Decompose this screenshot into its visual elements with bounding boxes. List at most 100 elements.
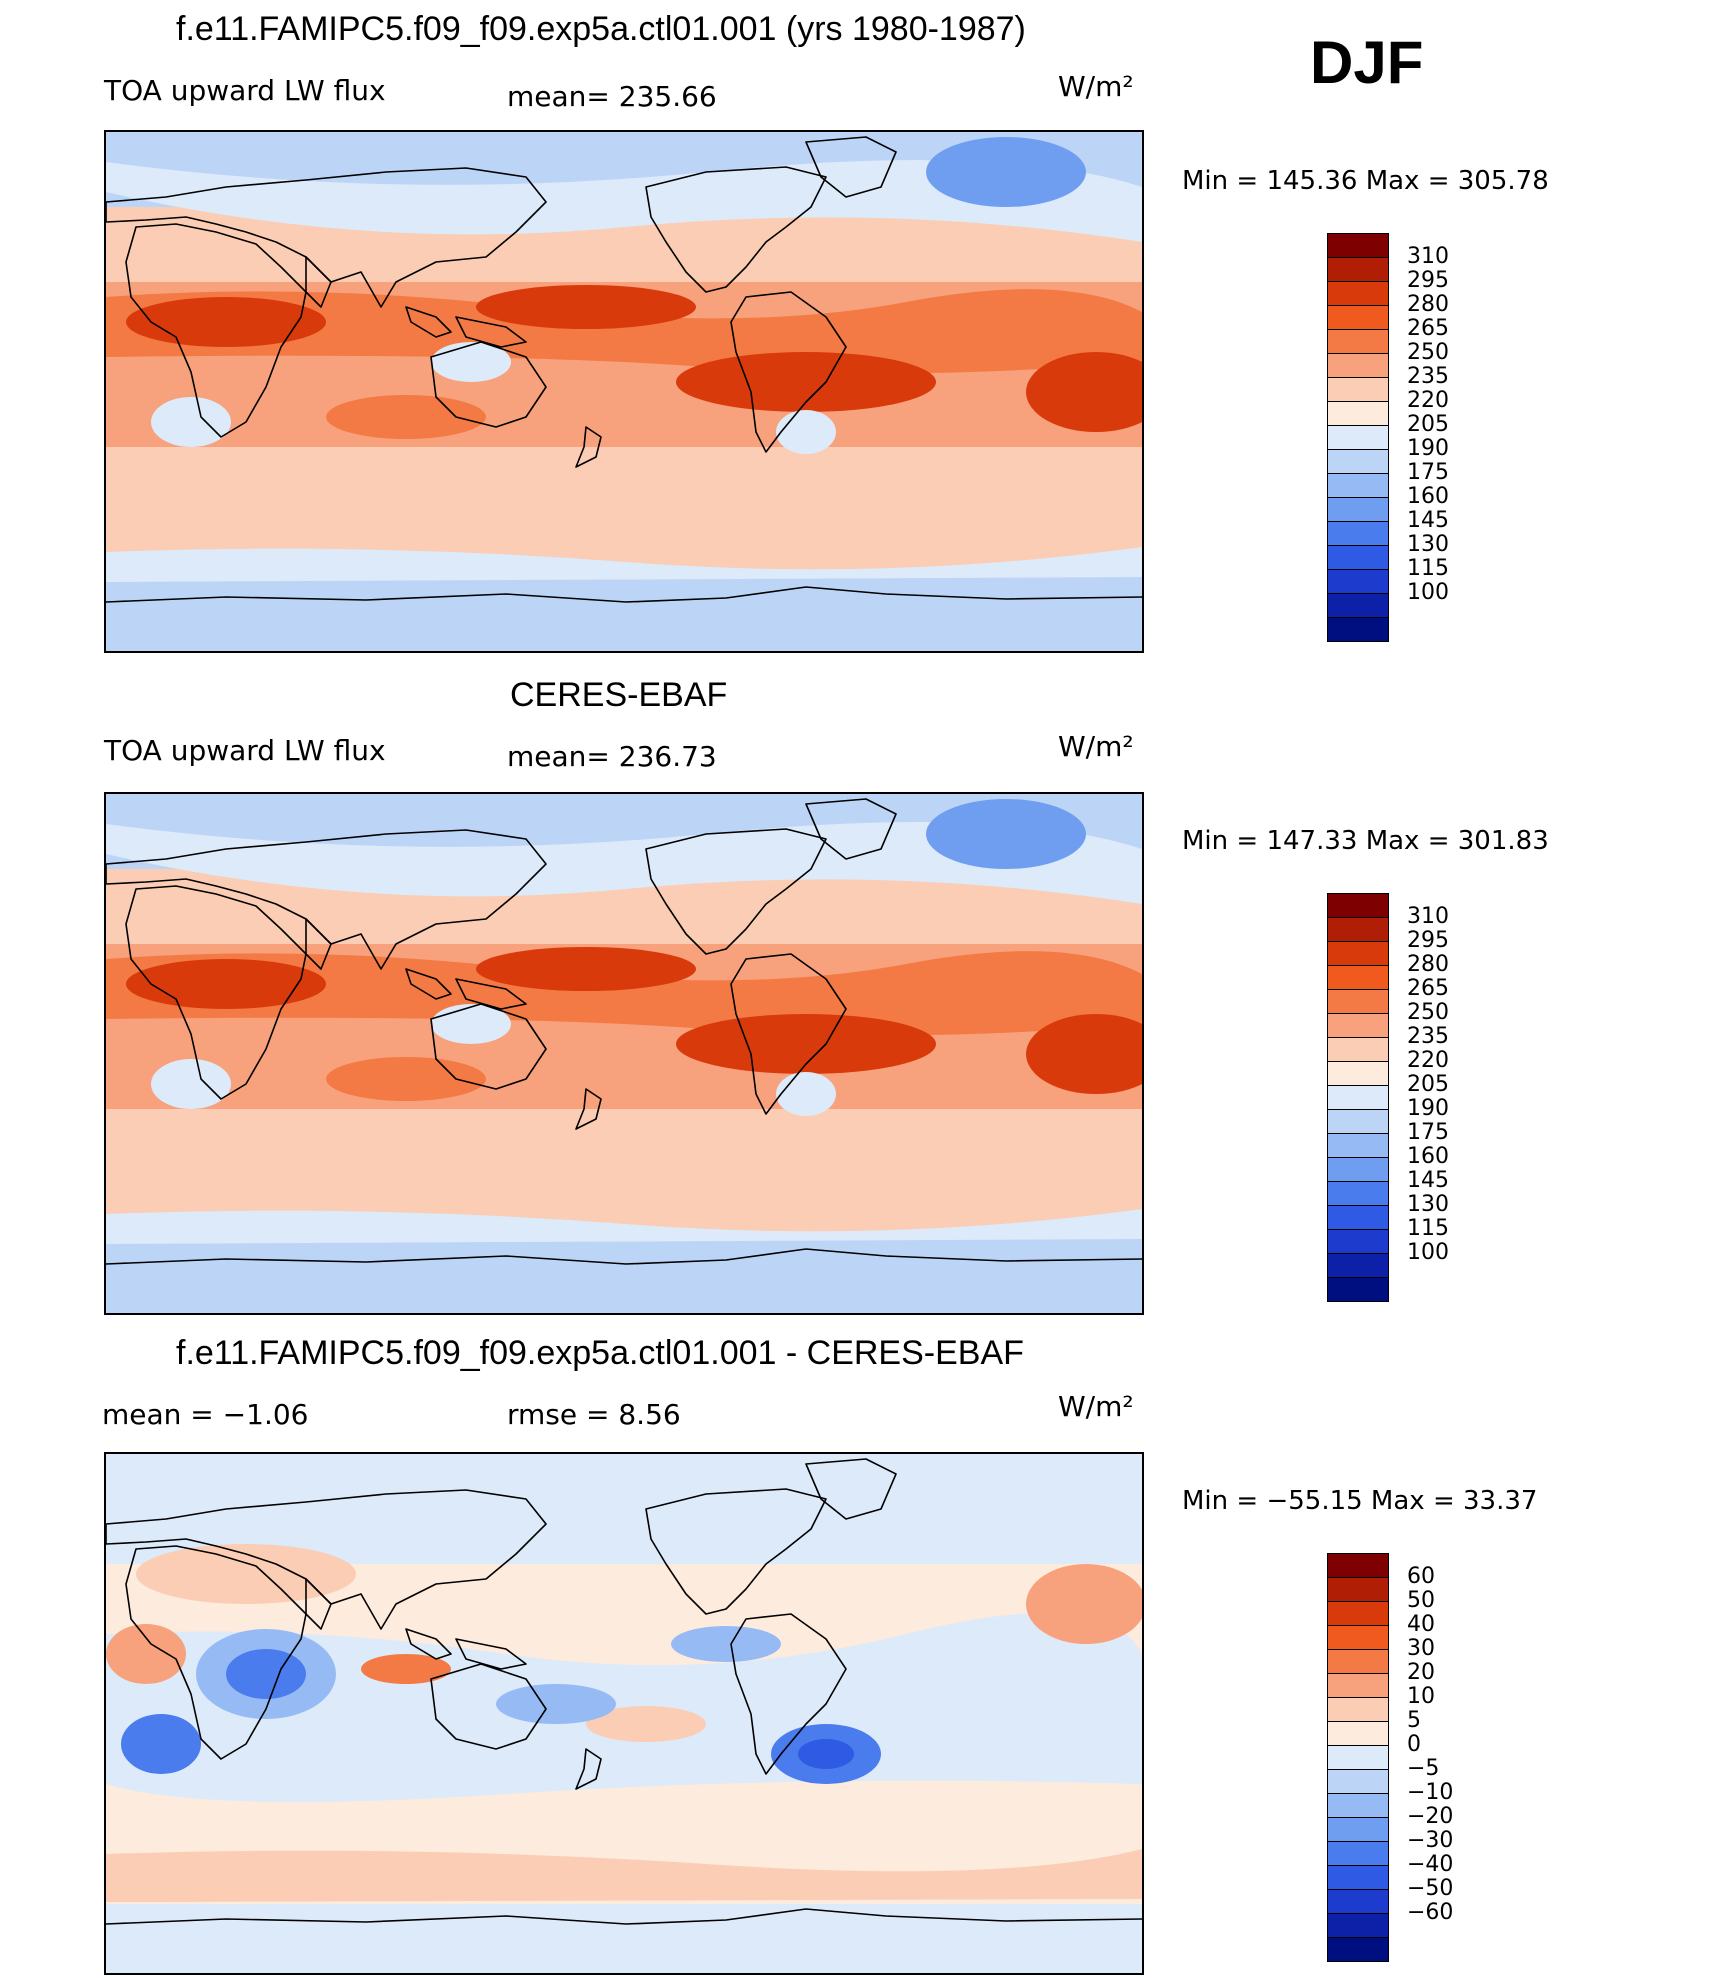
colorbar-box [1327, 1649, 1389, 1674]
colorbar-label: 175 [1407, 460, 1449, 485]
colorbar-box [1327, 593, 1389, 618]
colorbar-box [1327, 257, 1389, 282]
colorbar-box [1327, 617, 1389, 642]
colorbar-label: −20 [1407, 1804, 1454, 1829]
coastline [106, 1489, 547, 1630]
colorbar-box [1327, 425, 1389, 450]
colorbar-box [1327, 965, 1389, 990]
colorbar-label: 190 [1407, 1096, 1449, 1121]
units-label: W/m² [1058, 730, 1134, 763]
colorbar-label: 250 [1407, 1000, 1449, 1025]
coastline [305, 1578, 332, 1630]
colorbar-box [1327, 1061, 1389, 1086]
colorbar-label: 265 [1407, 316, 1449, 341]
colorbar-label: 130 [1407, 532, 1449, 557]
units-label: W/m² [1058, 1390, 1134, 1423]
colorbar-label: 310 [1407, 244, 1449, 269]
coastline [645, 166, 827, 293]
colorbar-label: 30 [1407, 1636, 1435, 1661]
colorbar-label: −5 [1407, 1756, 1440, 1781]
colorbar-label: −10 [1407, 1780, 1454, 1805]
colorbar-label: 100 [1407, 1240, 1449, 1265]
colorbar-box [1327, 305, 1389, 330]
colorbar-box [1327, 1817, 1389, 1842]
colorbar-label: 280 [1407, 952, 1449, 977]
coastline [125, 1545, 307, 1760]
colorbar-label: 130 [1407, 1192, 1449, 1217]
colorbar-box [1327, 893, 1389, 918]
colorbar-label: −50 [1407, 1876, 1454, 1901]
colorbar-box [1327, 1865, 1389, 1890]
colorbar-box [1327, 1721, 1389, 1746]
colorbar-box [1327, 233, 1389, 258]
coastline [106, 829, 547, 970]
units-label: W/m² [1058, 70, 1134, 103]
colorbar-box [1327, 1769, 1389, 1794]
colorbar-label: 50 [1407, 1588, 1435, 1613]
colorbar-label: 220 [1407, 388, 1449, 413]
colorbar-label: 295 [1407, 268, 1449, 293]
min-max-label: Min = 145.36 Max = 305.78 [1182, 166, 1549, 196]
colorbar-box [1327, 1085, 1389, 1110]
colorbar: 310 295 280 265 250 235 220 205 190 175 160 145 130 1… [1327, 893, 1477, 1303]
variable-label: TOA upward LW flux [104, 74, 386, 107]
colorbar-box [1327, 941, 1389, 966]
coastline [645, 1488, 827, 1615]
coastline [455, 316, 527, 348]
colorbar-label: 250 [1407, 340, 1449, 365]
map-plot [104, 130, 1144, 653]
panel-title: CERES-EBAF [510, 676, 728, 714]
colorbar-box [1327, 497, 1389, 522]
colorbar-label: 160 [1407, 1144, 1449, 1169]
colorbar-label: 190 [1407, 436, 1449, 461]
coastline [430, 1003, 547, 1090]
colorbar-label: 20 [1407, 1660, 1435, 1685]
rmse-label: rmse = 8.56 [507, 1398, 681, 1431]
colorbar-box [1327, 521, 1389, 546]
min-max-label: Min = −55.15 Max = 33.37 [1182, 1486, 1538, 1516]
coastline [455, 978, 527, 1010]
colorbar-box [1327, 1253, 1389, 1278]
colorbar-box [1327, 1277, 1389, 1302]
colorbar-box [1327, 377, 1389, 402]
colorbar-box [1327, 449, 1389, 474]
colorbar-box [1327, 1793, 1389, 1818]
colorbar-box [1327, 1889, 1389, 1914]
colorbar-box [1327, 1205, 1389, 1230]
coastline [455, 1638, 527, 1670]
colorbar-box [1327, 473, 1389, 498]
colorbar-box [1327, 1157, 1389, 1182]
colorbar-box [1327, 1133, 1389, 1158]
colorbar-box [1327, 1937, 1389, 1962]
coastline [106, 586, 1142, 603]
colorbar-box [1327, 1181, 1389, 1206]
colorbar-box [1327, 1577, 1389, 1602]
colorbar-box [1327, 1745, 1389, 1770]
coastlines [106, 798, 1142, 1265]
coastline [305, 918, 332, 970]
panel-title: f.e11.FAMIPC5.f09_f09.exp5a.ctl01.001 - … [176, 1334, 1024, 1372]
colorbar-label: 235 [1407, 1024, 1449, 1049]
coastline [106, 167, 547, 308]
colorbar-box [1327, 1553, 1389, 1578]
map-plot [104, 792, 1144, 1315]
coastline [125, 223, 307, 438]
mean-label: mean= 236.73 [507, 740, 717, 773]
min-max-label: Min = 147.33 Max = 301.83 [1182, 826, 1549, 856]
colorbar-label: 10 [1407, 1684, 1435, 1709]
colorbar-label: 265 [1407, 976, 1449, 1001]
colorbar-label: 280 [1407, 292, 1449, 317]
colorbar-label: 40 [1407, 1612, 1435, 1637]
colorbar-box [1327, 545, 1389, 570]
colorbar-box [1327, 281, 1389, 306]
season-label: DJF [1310, 29, 1424, 96]
colorbar-label: 220 [1407, 1048, 1449, 1073]
colorbar-box [1327, 1673, 1389, 1698]
colorbar-box [1327, 1229, 1389, 1254]
colorbar-label: 115 [1407, 556, 1449, 581]
colorbar-label: 115 [1407, 1216, 1449, 1241]
coastline [106, 1248, 1142, 1265]
coastline [125, 885, 307, 1100]
colorbar-box [1327, 1625, 1389, 1650]
coastline [575, 1088, 602, 1130]
